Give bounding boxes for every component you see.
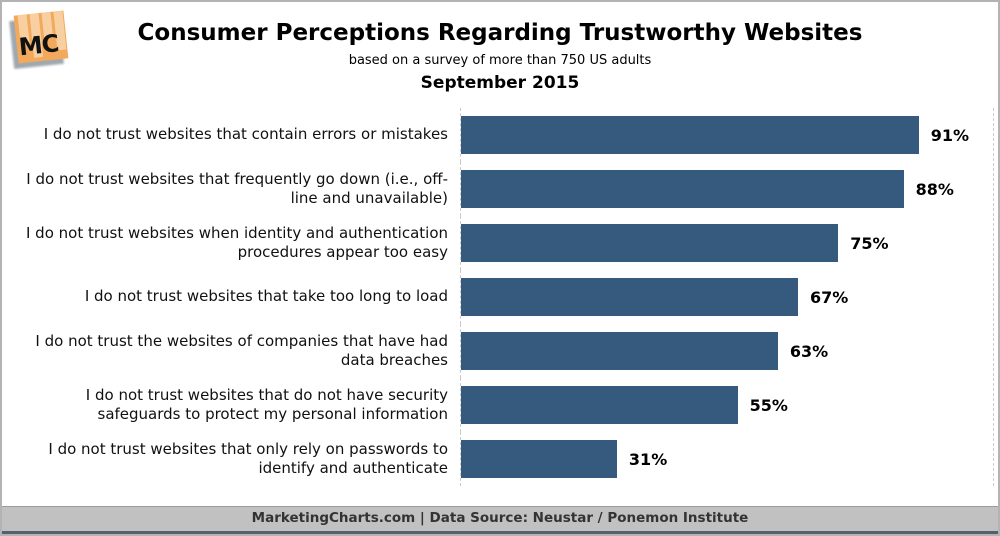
bar-track: 67% [460, 270, 993, 324]
category-label: I do not trust websites that take too lo… [84, 287, 448, 306]
value-label: 67% [810, 287, 849, 307]
bar [461, 332, 778, 370]
bar-track: 75% [460, 216, 993, 270]
chart-header: Consumer Perceptions Regarding Trustwort… [2, 2, 998, 93]
category-label: I do not trust the websites of companies… [35, 331, 448, 370]
chart-title: Consumer Perceptions Regarding Trustwort… [137, 20, 863, 46]
bar [461, 170, 904, 208]
category-label: I do not trust websites that frequently … [26, 169, 448, 208]
bar [461, 386, 738, 424]
footer-attribution: MarketingCharts.com | Data Source: Neust… [251, 510, 749, 526]
footer-bar: MarketingCharts.com | Data Source: Neust… [2, 506, 998, 534]
logo-icon: MC [13, 10, 69, 64]
bar-track: 31% [460, 432, 993, 486]
category-label: I do not trust websites that contain err… [43, 125, 448, 144]
bar-track: 63% [460, 324, 993, 378]
bar-row: I do not trust websites that only rely o… [2, 432, 993, 486]
bar-track: 88% [460, 162, 993, 216]
bar [461, 278, 798, 316]
category-label: I do not trust websites when identity an… [25, 223, 448, 262]
value-label: 63% [789, 341, 829, 361]
bar [461, 116, 919, 154]
value-label: 55% [749, 395, 788, 415]
value-label: 75% [850, 233, 889, 253]
value-label: 88% [915, 179, 954, 199]
marketingcharts-logo: MC [13, 10, 69, 64]
bar-row: I do not trust websites that contain err… [2, 108, 993, 162]
bar-track: 55% [460, 378, 993, 432]
bar-row: I do not trust websites that take too lo… [2, 270, 993, 324]
bar-row: I do not trust websites when identity an… [2, 216, 993, 270]
category-label: I do not trust websites that only rely o… [48, 439, 448, 478]
chart-subtitle: based on a survey of more than 750 US ad… [348, 53, 652, 68]
logo-text: MC [17, 29, 60, 62]
bar [461, 440, 617, 478]
value-label: 91% [930, 125, 970, 145]
bar-row: I do not trust the websites of companies… [2, 324, 993, 378]
bar-row: I do not trust websites that frequently … [2, 162, 993, 216]
plot-area: I do not trust websites that contain err… [2, 108, 994, 486]
category-label: I do not trust websites that do not have… [85, 385, 448, 424]
value-label: 31% [628, 449, 668, 469]
bar-row: I do not trust websites that do not have… [2, 378, 993, 432]
bar [461, 224, 839, 262]
bar-track: 91% [460, 108, 993, 162]
chart-date: September 2015 [420, 73, 580, 93]
